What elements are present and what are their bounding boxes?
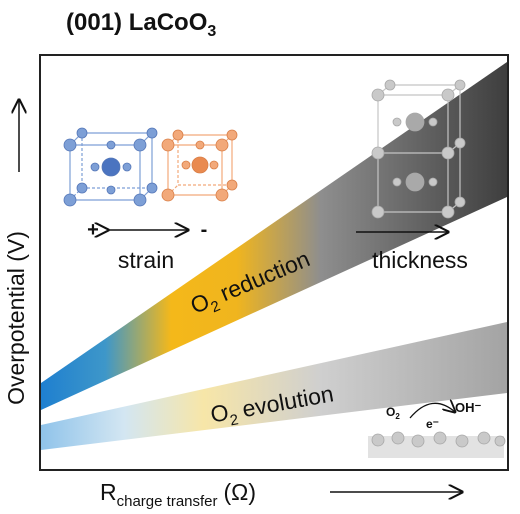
reactant: O2 [386,405,400,421]
x-axis-label: Rcharge transfer (Ω) [100,479,256,510]
reduction-band [41,62,507,410]
product: OH⁻ [455,400,482,415]
electron: e⁻ [426,417,439,431]
strain-plus: + [87,219,99,241]
strain-label: strain [118,247,174,273]
evolution-band [41,322,507,450]
surface [368,431,506,458]
title: (001) LaCoO3 [66,9,216,40]
thickness-label: thickness [372,247,468,273]
film-atoms [371,79,466,219]
reaction-arrow [409,403,455,419]
tensile-atoms [161,129,238,202]
strain-minus: - [201,219,208,241]
compressed-atoms [63,127,158,207]
y-axis-label: Overpotential (V) [3,231,29,405]
